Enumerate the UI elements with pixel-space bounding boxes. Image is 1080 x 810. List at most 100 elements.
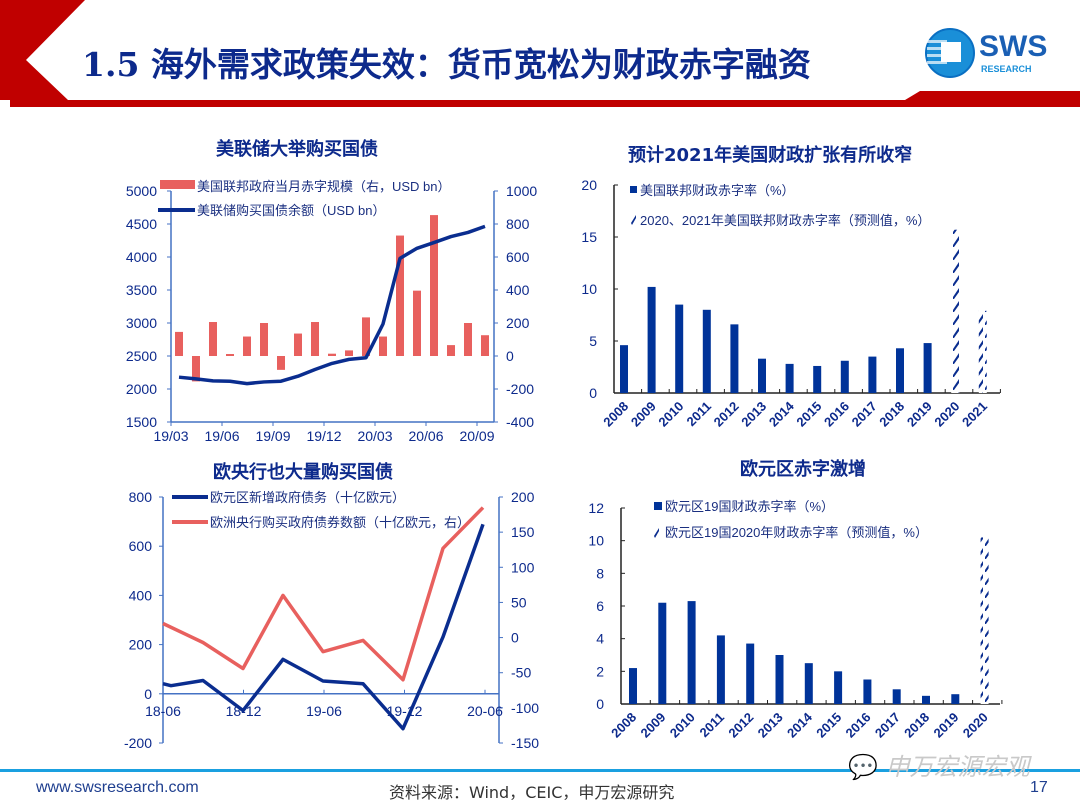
line-eu-new-debt [162, 523, 485, 731]
bar-deficit [192, 356, 200, 382]
legend-label-red: 欧洲央行购买政府债券数额（十亿欧元，右） [210, 515, 470, 530]
page-number: 17 [1030, 779, 1048, 796]
bar-deficit [379, 336, 387, 356]
bar-actual [730, 324, 739, 393]
legend-label-bar: 美国联邦政府当月赤字规模（右，USD bn） [197, 179, 451, 194]
bar-forecast [980, 537, 989, 704]
bar-actual [775, 655, 784, 704]
x-tick-label: 20/03 [357, 428, 392, 444]
bar-actual [868, 356, 877, 393]
y-tick-label-right: 150 [511, 524, 535, 540]
legend-swatch-actual [630, 186, 637, 193]
x-tick-label: 20-06 [467, 703, 503, 719]
y-tick-label: 6 [596, 598, 604, 614]
x-tick-label: 2008 [608, 710, 639, 741]
x-tick-label: 2009 [628, 399, 659, 430]
bar-deficit [277, 356, 285, 370]
bar-actual [896, 348, 904, 393]
chart-us-deficit: 2015105020082009201020112012201320142015… [581, 177, 1001, 430]
chart-title-eu-deficit: 欧元区赤字激增 [740, 459, 866, 480]
bar-actual [758, 358, 766, 393]
bar-actual [647, 286, 656, 393]
logo-subtext: RESEARCH [981, 64, 1032, 74]
bar-actual [746, 643, 755, 704]
x-tick-label: 20/09 [459, 428, 494, 444]
bar-actual [629, 668, 637, 704]
x-tick-label: 2010 [655, 399, 686, 430]
chart-ecb: 800 600 400 200 0 -200 200 150 100 50 0 -50 -100 -150… [124, 489, 539, 751]
bar-deficit [328, 353, 336, 356]
bar-deficit [175, 331, 183, 356]
bar-deficit [413, 290, 421, 356]
bar-actual [951, 694, 960, 704]
legend-label-forecast: 欧元区19国2020年财政赤字率（预测值，%） [665, 525, 928, 540]
bar-deficit [481, 335, 489, 356]
x-tick-label: 2018 [901, 710, 932, 741]
x-tick-label: 2016 [821, 399, 852, 430]
legend-label-line: 美联储购买国债余额（USD bn） [197, 203, 386, 218]
y-tick-label-right: -100 [511, 700, 539, 716]
x-tick-label: 2011 [697, 710, 728, 741]
bar-actual [892, 689, 901, 704]
bar-forecast [978, 310, 987, 393]
watermark: 💬 申万宏源宏观 [848, 747, 1030, 782]
footer-website-link[interactable]: www.swsresearch.com [36, 779, 199, 796]
bar-actual [834, 671, 843, 704]
y-tick-label-left: 3000 [126, 315, 157, 331]
bar-deficit [209, 322, 217, 356]
y-tick-label-left: -200 [124, 735, 152, 751]
bar-actual [922, 695, 930, 704]
y-tick-label-left: 5000 [126, 183, 157, 199]
x-tick-label: 20/06 [408, 428, 443, 444]
y-tick-label-right: -200 [506, 381, 534, 397]
bar-actual [675, 304, 684, 393]
y-tick-label: 12 [588, 500, 604, 516]
y-tick-label-right: 200 [511, 489, 535, 505]
y-tick-label-right: -400 [506, 414, 534, 430]
x-tick-label: 2010 [667, 710, 698, 741]
bar-actual [658, 602, 667, 704]
x-tick-label: 2020 [960, 710, 991, 741]
x-tick-label: 2015 [813, 710, 844, 741]
bar-deficit [430, 215, 438, 356]
legend-swatch-bar [160, 180, 195, 189]
x-tick-label: 19/06 [204, 428, 239, 444]
y-tick-label: 4 [596, 631, 604, 647]
x-tick-label: 2016 [843, 710, 874, 741]
y-tick-label-right: 50 [511, 594, 527, 610]
legend-label-blue: 欧元区新增政府债务（十亿欧元） [210, 490, 405, 505]
bar-actual [702, 309, 711, 393]
header-chevron [0, 0, 85, 100]
y-tick-label: 8 [596, 565, 604, 581]
x-tick-label: 19/09 [255, 428, 290, 444]
x-tick-label: 19/12 [306, 428, 341, 444]
x-tick-label: 2012 [725, 710, 756, 741]
bar-actual [840, 360, 849, 393]
wechat-icon: 💬 [848, 753, 878, 781]
legend-label-actual: 美国联邦财政赤字率（%） [640, 183, 795, 198]
y-tick-label-left: 3500 [126, 282, 157, 298]
y-tick-label: 0 [589, 385, 597, 401]
y-tick-label: 2 [596, 663, 604, 679]
y-tick-label-right: -50 [511, 665, 531, 681]
footer-source: 资料来源：Wind，CEIC，申万宏源研究 [389, 783, 675, 802]
y-tick-label-right: 1000 [506, 183, 537, 199]
y-tick-label-left: 2500 [126, 348, 157, 364]
bar-deficit [243, 336, 251, 356]
y-tick-label: 5 [589, 333, 597, 349]
bar-actual [923, 343, 932, 393]
bar-actual [716, 635, 725, 704]
y-tick-label-right: 200 [506, 315, 530, 331]
y-tick-label-left: 4000 [126, 249, 157, 265]
y-tick-label-left: 600 [129, 538, 153, 554]
header-underline [10, 91, 1080, 107]
bar-deficit [464, 323, 472, 356]
bar-deficit [362, 317, 370, 356]
chart-fed: 5000450040003500300025002000150010008006… [126, 179, 538, 444]
chart-title-ecb: 欧央行也大量购买国债 [213, 462, 393, 483]
x-tick-label: 2017 [849, 399, 880, 430]
x-tick-label: 19/03 [153, 428, 188, 444]
x-tick-label: 2008 [600, 399, 631, 430]
x-tick-label: 2013 [738, 399, 769, 430]
x-tick-label: 2011 [684, 399, 715, 430]
